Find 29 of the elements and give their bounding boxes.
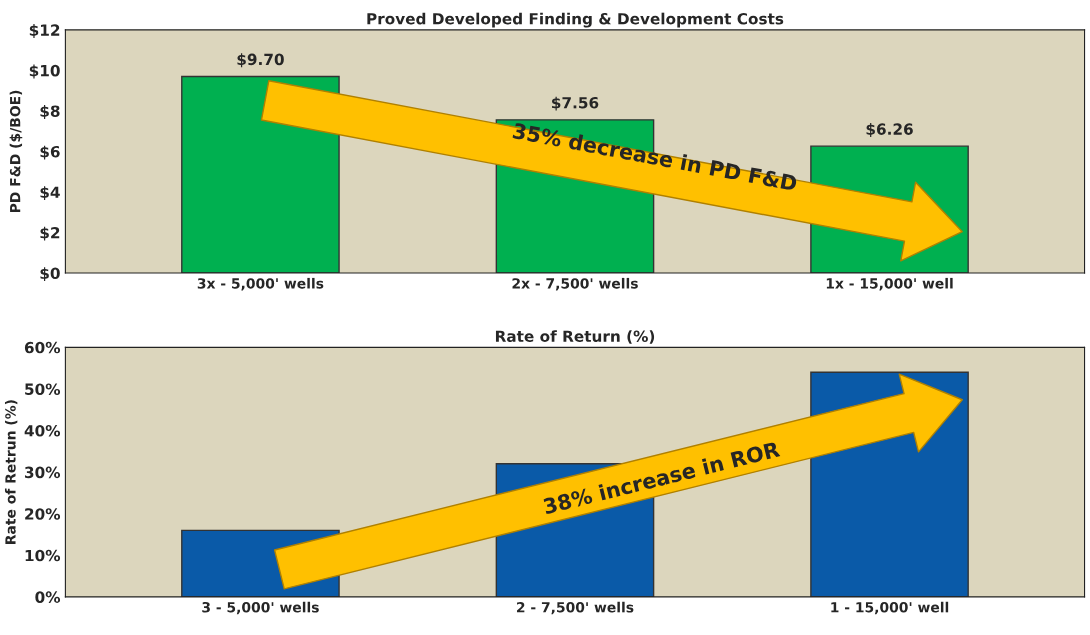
y-tick-label: 30% [24,466,61,479]
data-label: $7.56 [552,96,599,111]
annotation: 35% decrease in PD F&D [512,122,798,192]
chart-title: Proved Developed Finding & Development Costs [367,12,784,28]
y-tick-label: 40% [24,425,61,437]
y-tick-label: $8 [40,105,60,119]
x-tick-label: 3 - 5,000' wells [202,601,319,615]
y-axis-title: PD F&D ($/BOE) [9,90,23,213]
y-tick-label: $10 [29,64,60,79]
y-tick-label: 50% [25,383,61,395]
x-tick-label: 3x - 5,000' wells [197,277,324,291]
x-tick-label: 1 - 15,000' well [831,601,949,615]
chart-title: Rate of Return (%) [495,330,655,344]
y-tick-label: $0 [40,267,60,282]
x-tick-label: 2 - 7,500' wells [517,601,634,615]
x-tick-label: 2x - 7,500' wells [512,277,638,291]
y-tick-label: 60% [24,341,61,354]
y-axis-title: Rate of Retrun (%) [4,400,18,544]
y-tick-label: $2 [40,226,60,241]
annotation: 38% increase in ROR [542,440,781,515]
x-tick-label: 1x - 15,000' well [826,277,953,291]
data-label: $6.26 [866,123,913,137]
y-tick-label: $6 [40,145,60,160]
data-label: $9.70 [237,53,284,68]
y-tick-label: 10% [25,549,61,562]
y-tick-label: $4 [40,186,60,201]
y-tick-label: $12 [29,24,60,38]
y-tick-label: 0% [35,591,61,603]
y-tick-label: 20% [25,508,61,520]
